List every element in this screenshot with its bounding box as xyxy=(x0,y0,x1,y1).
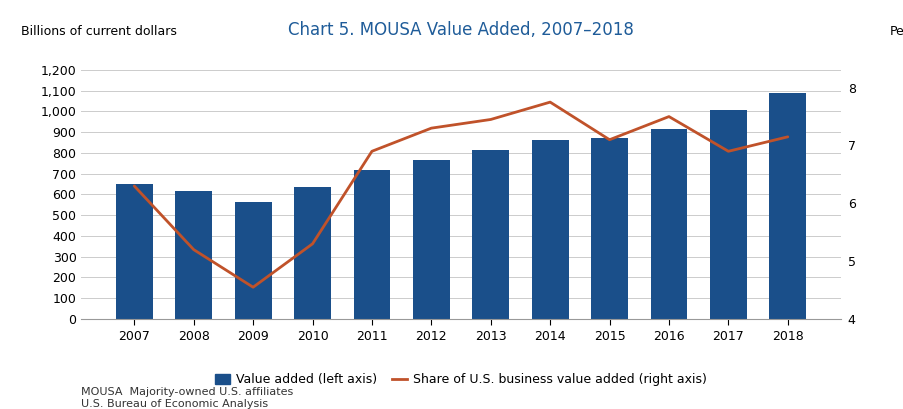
Bar xyxy=(353,169,390,319)
Bar xyxy=(116,184,153,319)
Legend: Value added (left axis), Share of U.S. business value added (right axis): Value added (left axis), Share of U.S. b… xyxy=(209,369,712,391)
Text: Billions of current dollars: Billions of current dollars xyxy=(21,25,176,38)
Text: Percent: Percent xyxy=(889,25,903,38)
Bar xyxy=(650,129,686,319)
Bar xyxy=(471,150,508,319)
Bar xyxy=(591,138,628,319)
Bar xyxy=(175,191,212,319)
Bar xyxy=(709,110,746,319)
Bar xyxy=(531,140,568,319)
Title: Chart 5. MOUSA Value Added, 2007–2018: Chart 5. MOUSA Value Added, 2007–2018 xyxy=(288,21,633,39)
Bar xyxy=(293,187,330,319)
Bar xyxy=(235,202,271,319)
Text: MOUSA  Majority-owned U.S. affiliates: MOUSA Majority-owned U.S. affiliates xyxy=(81,387,293,396)
Bar xyxy=(768,93,805,319)
Bar xyxy=(413,160,450,319)
Text: U.S. Bureau of Economic Analysis: U.S. Bureau of Economic Analysis xyxy=(81,399,268,409)
